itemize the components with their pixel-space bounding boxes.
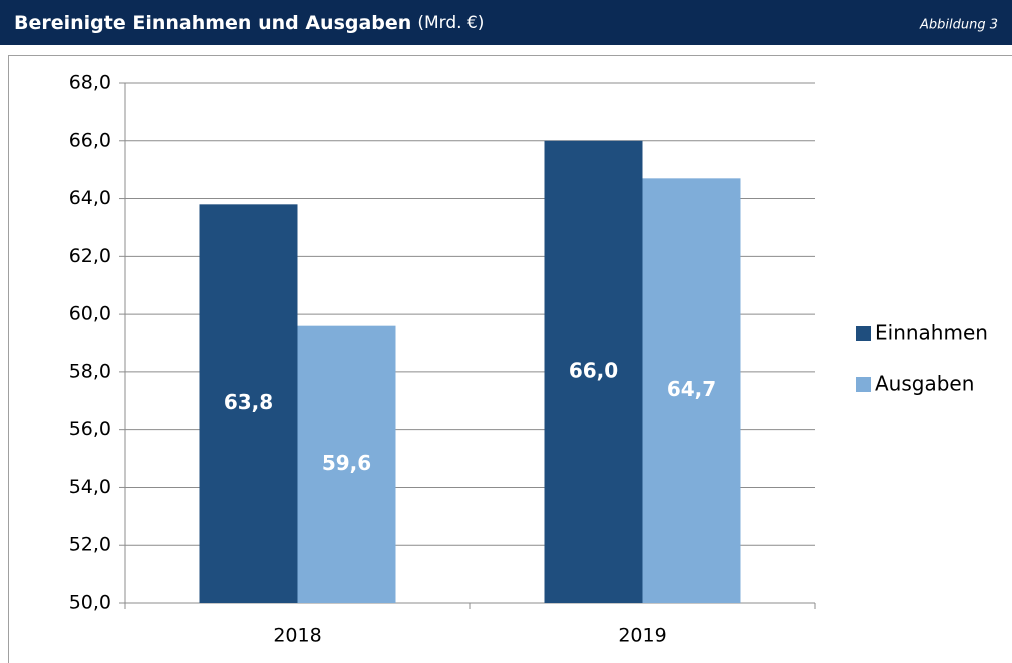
header-title: Bereinigte Einnahmen und Ausgaben (Mrd. … bbox=[14, 12, 484, 34]
header-bar bbox=[0, 0, 1012, 45]
y-tick-label: 62,0 bbox=[69, 245, 111, 267]
y-tick-label: 58,0 bbox=[69, 360, 111, 382]
y-tick-label: 52,0 bbox=[69, 534, 111, 556]
y-tick-label: 64,0 bbox=[69, 187, 111, 209]
bar bbox=[642, 178, 741, 604]
legend-swatch bbox=[856, 326, 871, 341]
y-tick-label: 56,0 bbox=[69, 418, 111, 440]
data-label: 64,7 bbox=[667, 377, 716, 401]
y-tick-label: 60,0 bbox=[69, 303, 111, 325]
chart-unit: (Mrd. €) bbox=[417, 13, 484, 33]
bar bbox=[544, 140, 643, 603]
x-tick-label: 2019 bbox=[618, 625, 666, 647]
data-label: 63,8 bbox=[224, 390, 273, 414]
figure-label: Abbildung 3 bbox=[919, 18, 998, 33]
chart-frame bbox=[8, 55, 1012, 663]
legend-label: Einnahmen bbox=[875, 321, 988, 345]
y-tick-label: 68,0 bbox=[69, 72, 111, 94]
y-tick-label: 54,0 bbox=[69, 476, 111, 498]
legend-label: Ausgaben bbox=[875, 372, 974, 396]
bar bbox=[297, 325, 396, 603]
bar bbox=[199, 204, 298, 604]
legend-swatch bbox=[856, 377, 871, 392]
x-tick-label: 2018 bbox=[273, 625, 321, 647]
chart-title: Bereinigte Einnahmen und Ausgaben bbox=[14, 12, 411, 34]
data-label: 59,6 bbox=[322, 451, 371, 475]
data-label: 66,0 bbox=[569, 358, 618, 382]
y-tick-label: 66,0 bbox=[69, 129, 111, 151]
y-tick-label: 50,0 bbox=[69, 592, 111, 614]
